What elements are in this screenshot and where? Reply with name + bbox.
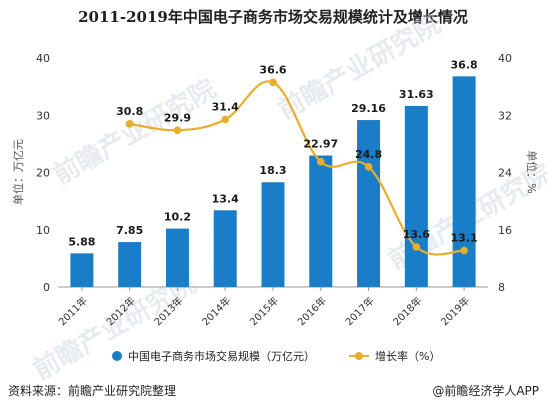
legend-line-label: 增长率（%） xyxy=(375,349,440,363)
bar-value-label: 18.3 xyxy=(259,164,286,177)
y-right-tick-label: 32 xyxy=(498,109,512,122)
x-tick-label: 2011年 xyxy=(56,294,90,328)
y-axis-left-label: 单位：万亿元 xyxy=(11,139,25,205)
bar xyxy=(70,253,94,287)
bar xyxy=(452,76,476,287)
line-group xyxy=(125,78,468,256)
watermark-text: 前瞻产业研究院 xyxy=(48,73,221,191)
x-tick-label: 2017年 xyxy=(342,294,376,328)
growth-point xyxy=(364,162,373,171)
y-axis-right-label: 单位：% xyxy=(525,150,539,193)
y-left-tick-label: 0 xyxy=(43,281,50,294)
bar-value-label: 29.16 xyxy=(351,102,386,115)
growth-point xyxy=(125,120,134,128)
brand-credit: @前瞻经济学人APP xyxy=(432,383,539,398)
bar-value-label: 13.4 xyxy=(212,192,239,205)
bar xyxy=(165,228,189,287)
y-right-tick-label: 8 xyxy=(498,281,505,294)
bar-value-label: 5.88 xyxy=(68,235,95,248)
bar xyxy=(118,242,142,287)
legend-line-marker xyxy=(355,352,363,360)
bar-value-label: 7.85 xyxy=(116,224,143,237)
y-right-tick-label: 40 xyxy=(498,52,512,65)
growth-point xyxy=(221,115,230,124)
growth-point xyxy=(173,126,182,135)
bar xyxy=(261,182,285,287)
growth-value-label: 13.1 xyxy=(451,232,478,245)
growth-point xyxy=(412,243,421,251)
growth-point xyxy=(316,157,325,166)
growth-value-label: 31.4 xyxy=(212,101,239,114)
y-left-tick-label: 20 xyxy=(36,167,50,180)
growth-value-label: 13.6 xyxy=(403,228,430,241)
x-tick-label: 2015年 xyxy=(247,294,281,328)
x-tick-label: 2016年 xyxy=(295,294,329,328)
bar-value-label: 31.63 xyxy=(399,88,434,101)
y-left-tick-label: 30 xyxy=(36,109,50,122)
growth-line xyxy=(129,80,465,256)
legend-bar-label: 中国电子商务市场交易规模（万亿元） xyxy=(128,349,315,363)
growth-point xyxy=(269,78,277,87)
x-tick-label: 2014年 xyxy=(199,294,233,328)
bar xyxy=(213,210,237,287)
source-note: 资料来源：前瞻产业研究院整理 xyxy=(8,383,176,398)
bar-value-label: 10.2 xyxy=(164,211,191,224)
growth-value-label: 24.8 xyxy=(355,148,382,161)
legend: 中国电子商务市场交易规模（万亿元） 增长率（%） xyxy=(112,349,440,363)
x-tick-label: 2019年 xyxy=(438,294,472,328)
growth-value-label: 36.6 xyxy=(259,63,286,76)
x-tick-label: 2018年 xyxy=(390,294,424,328)
y-right-tick-label: 16 xyxy=(498,224,512,237)
chart-title: 2011-2019年中国电子商务市场交易规模统计及增长情况 xyxy=(78,8,468,26)
y-right-tick-label: 24 xyxy=(498,167,512,180)
bar xyxy=(309,155,333,287)
growth-value-label: 30.8 xyxy=(116,105,143,118)
bar-value-label: 22.97 xyxy=(303,137,338,150)
y-left-tick-label: 10 xyxy=(36,224,50,237)
data-labels-group: 5.88 7.85 10.2 13.4 18.3 22.97 29.16 31.63 36.8 3… xyxy=(68,58,477,248)
legend-bar-marker xyxy=(112,351,122,361)
bars-group xyxy=(70,76,476,288)
bar-value-label: 36.8 xyxy=(451,58,478,71)
y-left-tick-label: 40 xyxy=(36,52,50,65)
bar xyxy=(357,120,381,288)
growth-point xyxy=(460,246,468,255)
bar xyxy=(404,105,428,288)
growth-value-label: 29.9 xyxy=(164,111,191,124)
